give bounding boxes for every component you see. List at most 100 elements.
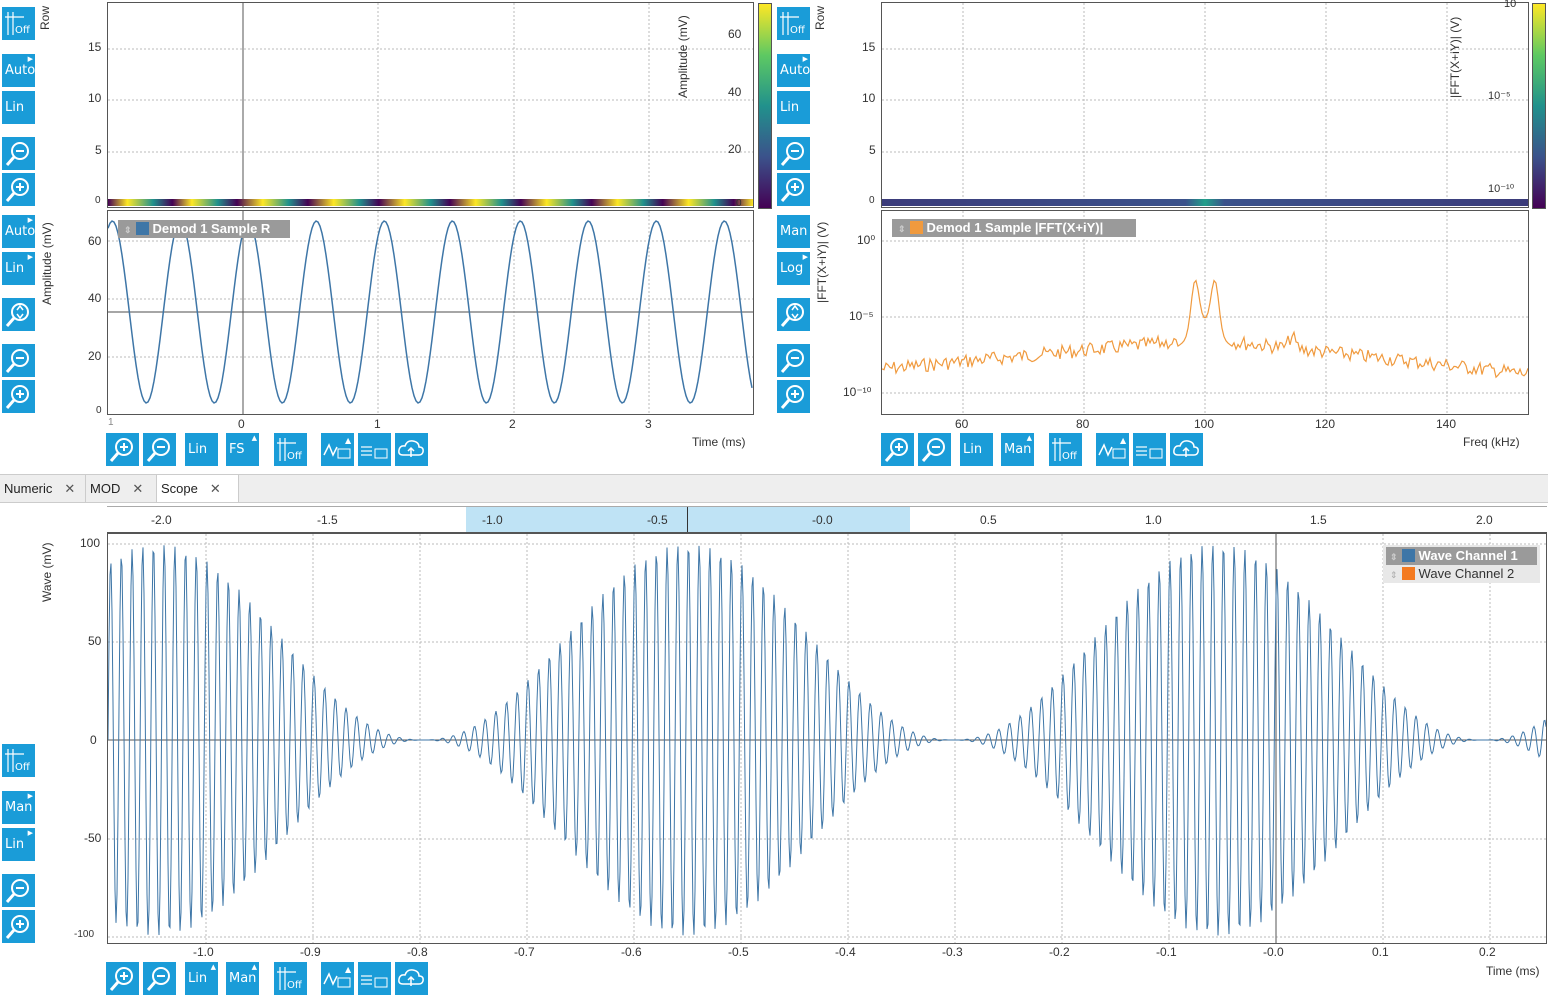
x-fs-button[interactable]: FS ▲ <box>226 433 259 466</box>
legend-wave-channel-2[interactable]: ⇕ Wave Channel 2 <box>1390 566 1515 581</box>
zoom-in-button-r2[interactable] <box>777 380 810 413</box>
zoom-out-button[interactable] <box>2 137 35 170</box>
zoom-in-button-r[interactable] <box>777 173 810 206</box>
x-man-button-r[interactable]: Man ▲ <box>1001 433 1034 466</box>
zoom-in-button[interactable] <box>2 173 35 206</box>
zoom-out-button-r[interactable] <box>777 137 810 170</box>
grid-off-button-rx[interactable]: Off <box>1049 433 1082 466</box>
tab-scope[interactable]: Scope ✕ <box>157 475 239 502</box>
grid-off-button[interactable]: Off <box>2 7 35 40</box>
zoom-in-button-rx[interactable] <box>881 433 914 466</box>
zoom-out-button-r2[interactable] <box>777 344 810 377</box>
legend-demod-fft[interactable]: ⇕ Demod 1 Sample |FFT(X+iY)| <box>892 219 1136 237</box>
svg-text:Off: Off <box>287 451 303 462</box>
svg-text:Off: Off <box>15 762 31 773</box>
scope-y-label: Wave (mV) <box>40 542 54 602</box>
y-lin-button[interactable]: Lin <box>2 91 35 124</box>
scope-x-tick: -0.9 <box>300 945 321 959</box>
scope-plot[interactable]: ⇕ Wave Channel 1 ⇕ Wave Channel 2 <box>107 533 1547 944</box>
svg-text:Off: Off <box>287 980 303 991</box>
tab-bar: Numeric ✕ MOD ✕ Scope ✕ <box>0 474 1548 503</box>
overview-tick: -2.0 <box>151 513 172 527</box>
y-lin-button-s[interactable]: Lin ▶ <box>2 828 35 861</box>
legend-demod-r[interactable]: ⇕ Demod 1 Sample R <box>118 220 290 238</box>
scope-x-tick: -0.1 <box>1156 945 1177 959</box>
fft-spectrogram-plot[interactable]: |FFT(X+iY)| (V) 10 10⁻⁵ 10⁻¹⁰ <box>881 0 1529 208</box>
fft-plot[interactable]: ⇕ Demod 1 Sample |FFT(X+iY)| <box>881 210 1529 415</box>
y-auto-button-r[interactable]: Auto ▶ <box>777 54 810 87</box>
scope-x-tick: -1.0 <box>193 945 214 959</box>
zoom-fit-button[interactable] <box>2 298 35 331</box>
zoom-in-button-x[interactable] <box>106 433 139 466</box>
amplitude-plot[interactable]: ⇕ Demod 1 Sample R <box>107 210 754 415</box>
grid-off-button-x[interactable]: Off <box>274 433 307 466</box>
close-icon[interactable]: ✕ <box>64 481 76 496</box>
y-auto-button-2[interactable]: Auto ▶ <box>2 215 35 248</box>
spectrogram-plot[interactable]: Amplitude (mV) 60 40 20 0 <box>107 2 754 209</box>
cbar-tick: 60 <box>728 27 742 41</box>
y-lin-button-r[interactable]: Lin <box>777 91 810 124</box>
close-icon[interactable]: ✕ <box>209 481 221 496</box>
grid-off-button-sx[interactable]: Off <box>274 962 307 995</box>
scope-overview-axis[interactable] <box>107 506 1547 533</box>
overview-tick: 2.0 <box>1476 513 1493 527</box>
fft-spectrogram-label: |FFT(X+iY)| (V) <box>1448 16 1462 98</box>
colorbar-r <box>1532 3 1546 209</box>
fft-y-tick: 10⁻¹⁰ <box>843 385 872 399</box>
zoom-in-button-sx[interactable] <box>106 962 139 995</box>
x-tick: 3 <box>645 417 652 431</box>
fft-y-label: |FFT(X+iY)| (V) <box>815 221 829 303</box>
cloud-upload-button-r[interactable] <box>1170 433 1203 466</box>
overview-cursor[interactable] <box>687 507 688 532</box>
x-lin-button-s[interactable]: Lin ▲ <box>185 962 218 995</box>
scope-x-tick: -0.7 <box>514 945 535 959</box>
y-man-button-r[interactable]: Man <box>777 215 810 248</box>
x-lin-button-r[interactable]: Lin <box>960 433 993 466</box>
overview-tick: -0.5 <box>647 513 668 527</box>
zoom-out-button-x[interactable] <box>143 433 176 466</box>
cloud-upload-button[interactable] <box>395 433 428 466</box>
grid-off-button-s[interactable]: Off <box>2 744 35 777</box>
plot-y-label: Amplitude (mV) <box>40 222 54 305</box>
row-label: Row <box>38 5 52 30</box>
math-button[interactable]: ▲ <box>321 433 354 466</box>
scope-legend: ⇕ Wave Channel 1 ⇕ Wave Channel 2 <box>1383 545 1540 583</box>
zoom-out-button-s[interactable] <box>2 874 35 907</box>
table-button[interactable] <box>358 433 391 466</box>
zoom-in-button-2[interactable] <box>2 380 35 413</box>
scope-y-tick: -50 <box>84 831 102 845</box>
math-button-r[interactable]: ▲ <box>1096 433 1129 466</box>
overview-selection[interactable] <box>466 507 910 532</box>
cbar-tick-r: 10⁻⁵ <box>1488 90 1511 102</box>
x-lin-button[interactable]: Lin <box>185 433 218 466</box>
tab-mod[interactable]: MOD ✕ <box>86 475 157 502</box>
y-man-button-s[interactable]: Man ▶ <box>2 791 35 824</box>
legend-wave-channel-1[interactable]: ⇕ Wave Channel 1 <box>1386 547 1537 565</box>
y-log-button-r[interactable]: Log ▶ <box>777 252 810 285</box>
plot-y-tick: 0 <box>96 405 102 416</box>
plot-y-tick: 40 <box>88 291 102 305</box>
table-button-s[interactable] <box>358 962 391 995</box>
zoom-out-button-rx[interactable] <box>918 433 951 466</box>
math-button-s[interactable]: ▲ <box>321 962 354 995</box>
y-auto-button[interactable]: Auto ▶ <box>2 54 35 87</box>
cloud-upload-button-s[interactable] <box>395 962 428 995</box>
scope-x-tick: -0.3 <box>942 945 963 959</box>
x-tick: 1 <box>108 417 114 428</box>
y-lin-button-2[interactable]: Lin ▶ <box>2 252 35 285</box>
fft-x-tick: 140 <box>1436 417 1457 431</box>
x-man-button-s[interactable]: Man ▲ <box>226 962 259 995</box>
svg-text:Off: Off <box>790 25 806 36</box>
colorbar <box>758 3 772 209</box>
zoom-in-button-s[interactable] <box>2 910 35 943</box>
table-button-r[interactable] <box>1133 433 1166 466</box>
zoom-fit-button-r[interactable] <box>777 298 810 331</box>
zoom-out-button-sx[interactable] <box>143 962 176 995</box>
grid-off-button-r[interactable]: Off <box>777 7 810 40</box>
zoom-out-button-2[interactable] <box>2 344 35 377</box>
fft-x-tick: 60 <box>955 417 969 431</box>
tab-numeric[interactable]: Numeric ✕ <box>0 475 86 502</box>
row-label-r: Row <box>813 5 827 30</box>
close-icon[interactable]: ✕ <box>132 481 144 496</box>
spec-y-tick: 10 <box>88 91 102 105</box>
